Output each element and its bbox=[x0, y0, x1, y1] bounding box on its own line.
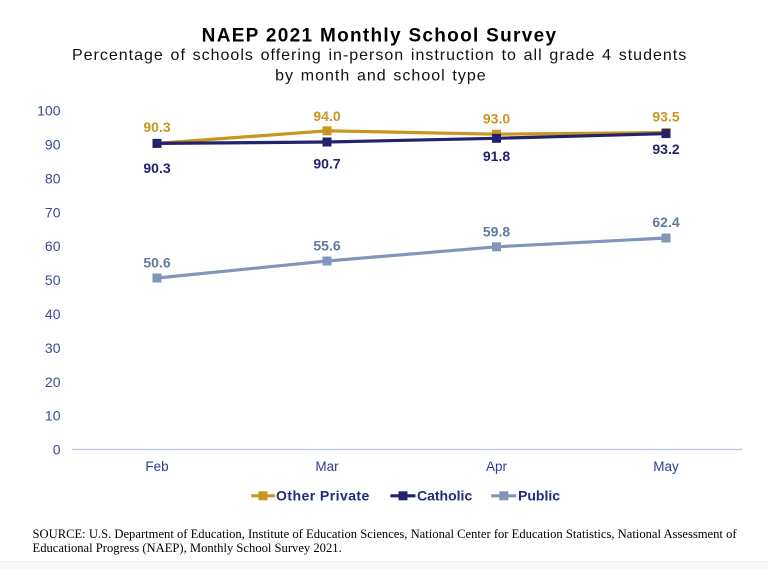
svg-text:by month and school type: by month and school type bbox=[275, 67, 487, 84]
svg-text:Apr: Apr bbox=[486, 459, 508, 474]
svg-text:90.3: 90.3 bbox=[143, 160, 170, 176]
svg-text:0: 0 bbox=[53, 442, 61, 458]
svg-text:Percentage of schools offering: Percentage of schools offering in-person… bbox=[72, 47, 687, 64]
svg-text:Feb: Feb bbox=[145, 459, 168, 474]
svg-text:90: 90 bbox=[45, 137, 61, 153]
svg-text:94.0: 94.0 bbox=[313, 108, 340, 124]
svg-text:90.7: 90.7 bbox=[313, 155, 340, 171]
svg-text:Mar: Mar bbox=[315, 459, 339, 474]
svg-text:Public: Public bbox=[518, 488, 560, 504]
svg-text:62.4: 62.4 bbox=[652, 214, 679, 230]
svg-text:Educational Progress (NAEP), M: Educational Progress (NAEP), Monthly Sch… bbox=[33, 541, 342, 555]
svg-text:40: 40 bbox=[45, 306, 61, 322]
svg-text:93.0: 93.0 bbox=[483, 110, 510, 126]
svg-text:93.5: 93.5 bbox=[652, 108, 679, 124]
svg-text:91.8: 91.8 bbox=[483, 148, 510, 164]
svg-text:50.6: 50.6 bbox=[143, 254, 170, 270]
svg-text:70: 70 bbox=[45, 204, 61, 220]
svg-text:55.6: 55.6 bbox=[313, 237, 340, 253]
svg-text:Catholic: Catholic bbox=[417, 488, 472, 504]
svg-text:SOURCE: U.S. Department of Edu: SOURCE: U.S. Department of Education, In… bbox=[33, 527, 738, 541]
svg-text:90.3: 90.3 bbox=[143, 119, 170, 135]
svg-text:50: 50 bbox=[45, 272, 61, 288]
svg-text:Other Private: Other Private bbox=[276, 488, 370, 504]
svg-text:100: 100 bbox=[37, 103, 61, 119]
svg-text:93.2: 93.2 bbox=[652, 141, 679, 157]
svg-text:NAEP 2021 Monthly School Surve: NAEP 2021 Monthly School Survey bbox=[202, 26, 558, 47]
svg-text:80: 80 bbox=[45, 170, 61, 186]
svg-text:59.8: 59.8 bbox=[483, 224, 510, 240]
svg-text:20: 20 bbox=[45, 374, 61, 390]
svg-text:30: 30 bbox=[45, 340, 61, 356]
svg-text:10: 10 bbox=[45, 408, 61, 424]
svg-text:60: 60 bbox=[45, 238, 61, 254]
svg-text:May: May bbox=[653, 459, 679, 474]
